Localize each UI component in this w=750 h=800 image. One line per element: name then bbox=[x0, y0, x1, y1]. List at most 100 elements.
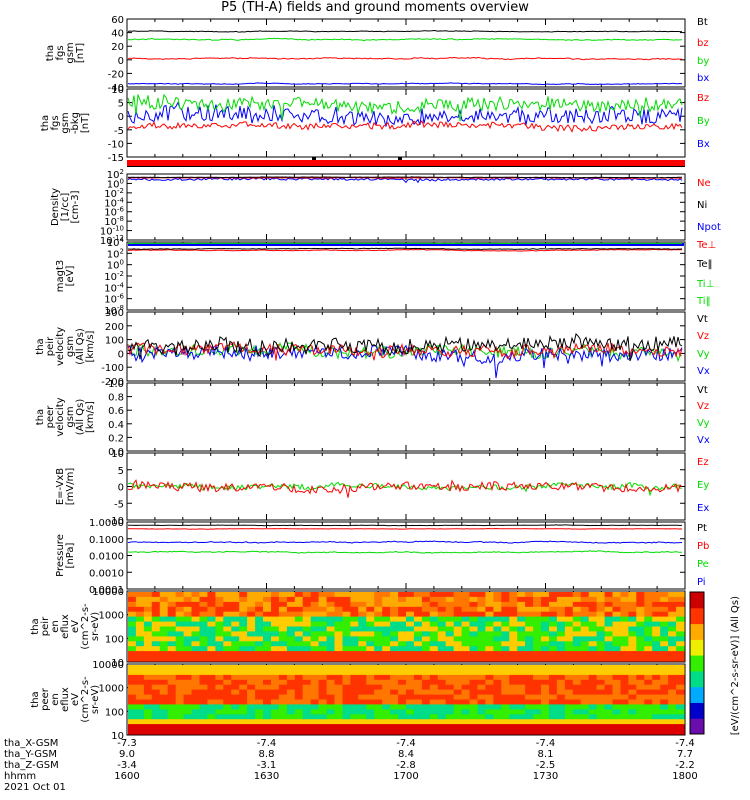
spectrogram-cell bbox=[413, 621, 423, 628]
spectrogram-cell bbox=[429, 665, 439, 671]
spectrogram-cell bbox=[374, 611, 383, 618]
spectrogram-cell bbox=[310, 596, 320, 603]
spectrogram-cell bbox=[501, 719, 510, 725]
spectrogram-cell bbox=[278, 669, 288, 676]
spectrogram-cell bbox=[342, 611, 351, 618]
spectrogram-cell bbox=[135, 631, 145, 637]
spectrogram-cell bbox=[286, 699, 296, 705]
spectrogram-cell bbox=[286, 601, 296, 608]
spectrogram-cell bbox=[263, 616, 272, 623]
y-axis-label: tha bbox=[40, 115, 51, 131]
spectrogram-cell bbox=[191, 592, 200, 598]
spectrogram-cell bbox=[247, 651, 256, 657]
spectrogram-cell bbox=[366, 694, 375, 701]
spectrogram-cell bbox=[612, 665, 621, 671]
spectrogram-cell bbox=[326, 724, 336, 730]
spectrogram-cell bbox=[151, 679, 161, 686]
y-axis-label: E=-VxB bbox=[55, 468, 66, 505]
spectrogram-cell bbox=[517, 592, 526, 598]
spectrogram-cell bbox=[390, 626, 399, 632]
spectrogram-cell bbox=[334, 651, 343, 657]
spectrogram-cell bbox=[533, 699, 542, 705]
y-axis-label: velocity bbox=[55, 327, 66, 366]
spectrogram-cell bbox=[286, 694, 296, 701]
spectrogram-cell bbox=[159, 631, 169, 637]
spectrogram-cell bbox=[620, 616, 629, 623]
spectrogram-cell bbox=[366, 719, 375, 725]
spectrogram-cell bbox=[501, 601, 510, 608]
spectrogram-cell bbox=[453, 709, 463, 715]
spectrogram-cell bbox=[223, 631, 232, 637]
spectrogram-cell bbox=[294, 656, 304, 662]
spectrogram-cell bbox=[342, 636, 351, 642]
spectrogram-cell bbox=[159, 626, 169, 632]
spectrogram-cell bbox=[660, 689, 669, 696]
spectrogram-cell bbox=[390, 699, 399, 705]
spectrogram-cell bbox=[239, 689, 248, 696]
spectrogram-cell bbox=[167, 611, 177, 618]
spectrogram-cell bbox=[604, 729, 614, 735]
spectrogram-cell bbox=[358, 729, 367, 735]
spectrogram-cell bbox=[549, 684, 558, 691]
spectrogram-cell bbox=[406, 641, 415, 647]
spectrogram-cell bbox=[263, 631, 272, 637]
spectrogram-cell bbox=[151, 719, 161, 725]
spectrogram-cell bbox=[612, 592, 621, 598]
spectrogram-cell bbox=[556, 674, 566, 681]
spectrogram-cell bbox=[572, 669, 582, 676]
spectrogram-cell bbox=[366, 601, 375, 608]
spectrogram-cell bbox=[207, 641, 216, 647]
y-tick-label: 0.6 bbox=[108, 406, 124, 417]
spectrogram-cell bbox=[326, 674, 336, 681]
spectrogram-cell bbox=[644, 656, 653, 662]
spectrogram-cell bbox=[278, 709, 288, 715]
spectrogram-cell bbox=[660, 651, 669, 657]
spectrogram-cell bbox=[366, 621, 375, 628]
y-axis-label: -bkg bbox=[70, 112, 81, 134]
spectrogram-cell bbox=[135, 611, 145, 618]
spectrogram-cell bbox=[636, 641, 645, 647]
spectrogram-cell bbox=[437, 626, 447, 632]
spectrogram-cell bbox=[596, 714, 606, 720]
legend-label: bz bbox=[697, 38, 709, 49]
y-axis-label: en bbox=[50, 620, 61, 633]
spectrogram-cell bbox=[469, 611, 478, 618]
spectrogram-cell bbox=[485, 669, 494, 676]
spectrogram-cell bbox=[564, 606, 574, 613]
spectrogram-cell bbox=[342, 651, 351, 657]
spectrogram-cell bbox=[294, 631, 304, 637]
spectrogram-cell bbox=[445, 729, 455, 735]
spectrogram-cell bbox=[271, 636, 280, 642]
spectrogram-cell bbox=[358, 646, 367, 652]
spectrogram-cell bbox=[477, 631, 486, 637]
spectrogram-cell bbox=[437, 699, 447, 705]
spectrogram-cell bbox=[135, 621, 145, 628]
spectrogram-cell bbox=[525, 626, 534, 632]
spectrogram-cell bbox=[501, 651, 510, 657]
spectrogram-cell bbox=[310, 636, 320, 642]
spectrogram-cell bbox=[326, 631, 336, 637]
spectrogram-cell bbox=[302, 641, 312, 647]
spectrogram-cell bbox=[541, 596, 550, 603]
spectrogram-cell bbox=[453, 616, 463, 623]
spectrogram-cell bbox=[588, 616, 598, 623]
spectrogram-cell bbox=[398, 669, 407, 676]
spectrogram-cell bbox=[429, 689, 439, 696]
spectrogram-cell bbox=[644, 651, 653, 657]
spectrogram-cell bbox=[636, 651, 645, 657]
spectrogram-cell bbox=[135, 679, 145, 686]
spectrogram-cell bbox=[374, 636, 383, 642]
spectrogram-cell bbox=[159, 699, 169, 705]
spectrogram-cell bbox=[509, 636, 518, 642]
series-line bbox=[127, 176, 682, 179]
spectrogram-cell bbox=[342, 689, 351, 696]
spectrogram-cell bbox=[318, 689, 328, 696]
spectrogram-cell bbox=[191, 651, 200, 657]
spectrogram-cell bbox=[135, 665, 145, 671]
spectrogram-cell bbox=[533, 616, 542, 623]
spectrogram-cell bbox=[223, 611, 232, 618]
spectrogram-cell bbox=[223, 679, 232, 686]
spectrogram-cell bbox=[541, 669, 550, 676]
legend-label: Vt bbox=[697, 314, 708, 325]
spectrogram-cell bbox=[326, 641, 336, 647]
